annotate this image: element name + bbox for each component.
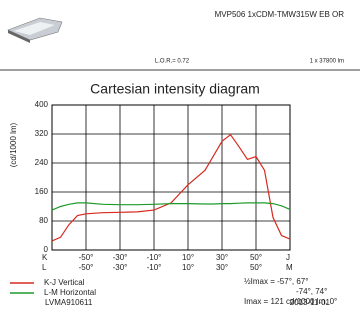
y-tick-label: 320 xyxy=(35,129,49,138)
chart-title: Cartesian intensity diagram xyxy=(90,81,260,97)
annotation: Imax = 121 cd/1000 lm, 0° xyxy=(244,297,337,306)
y-tick-label: 400 xyxy=(35,100,49,109)
flux: 1 x 37800 lm xyxy=(310,59,344,65)
x-end-label: M xyxy=(286,263,293,272)
x2-tick-label: 10° xyxy=(182,263,194,272)
lor: L.O.R.= 0.72 xyxy=(155,59,190,65)
y-tick-label: 160 xyxy=(35,187,49,196)
legend-label: K-J Vertical xyxy=(44,278,85,287)
x2-tick-label: 30° xyxy=(216,263,228,272)
y-tick-label: 240 xyxy=(35,158,49,167)
series-line xyxy=(52,203,290,210)
x-tick-label: -30° xyxy=(113,253,128,262)
x2-tick-label: -10° xyxy=(147,263,162,272)
page: {"header": {"product": "MVP506 1xCDM-TMW… xyxy=(0,0,360,319)
x-end-label: J xyxy=(286,253,290,262)
annotation: ½Imax = -57°, 67° xyxy=(244,277,308,286)
chart: MVP506 1xCDM-TMW315W EB OR L.O.R.= 0.72 … xyxy=(0,0,360,319)
x-tick-label: -50° xyxy=(79,253,94,262)
x-end-label: K xyxy=(42,253,48,262)
footer-code: LVMA910611 xyxy=(45,298,93,307)
y-tick-label: 80 xyxy=(39,216,48,225)
x-tick-label: 50° xyxy=(250,253,262,262)
x2-tick-label: -50° xyxy=(79,263,94,272)
x-tick-label: 30° xyxy=(216,253,228,262)
product-name: MVP506 1xCDM-TMW315W EB OR xyxy=(215,10,345,19)
annotation: -74°, 74° xyxy=(296,287,327,296)
series-line xyxy=(52,135,290,241)
y-axis-label: (cd/1000 lm) xyxy=(9,122,18,167)
x2-tick-label: 50° xyxy=(250,263,262,272)
x2-tick-label: -30° xyxy=(113,263,128,272)
x-end-label: L xyxy=(42,263,47,272)
legend-label: L-M Horizontal xyxy=(44,288,96,297)
x-tick-label: 10° xyxy=(182,253,194,262)
lamp-icon xyxy=(8,18,62,43)
plot-frame xyxy=(52,105,290,250)
x-tick-label: -10° xyxy=(147,253,162,262)
